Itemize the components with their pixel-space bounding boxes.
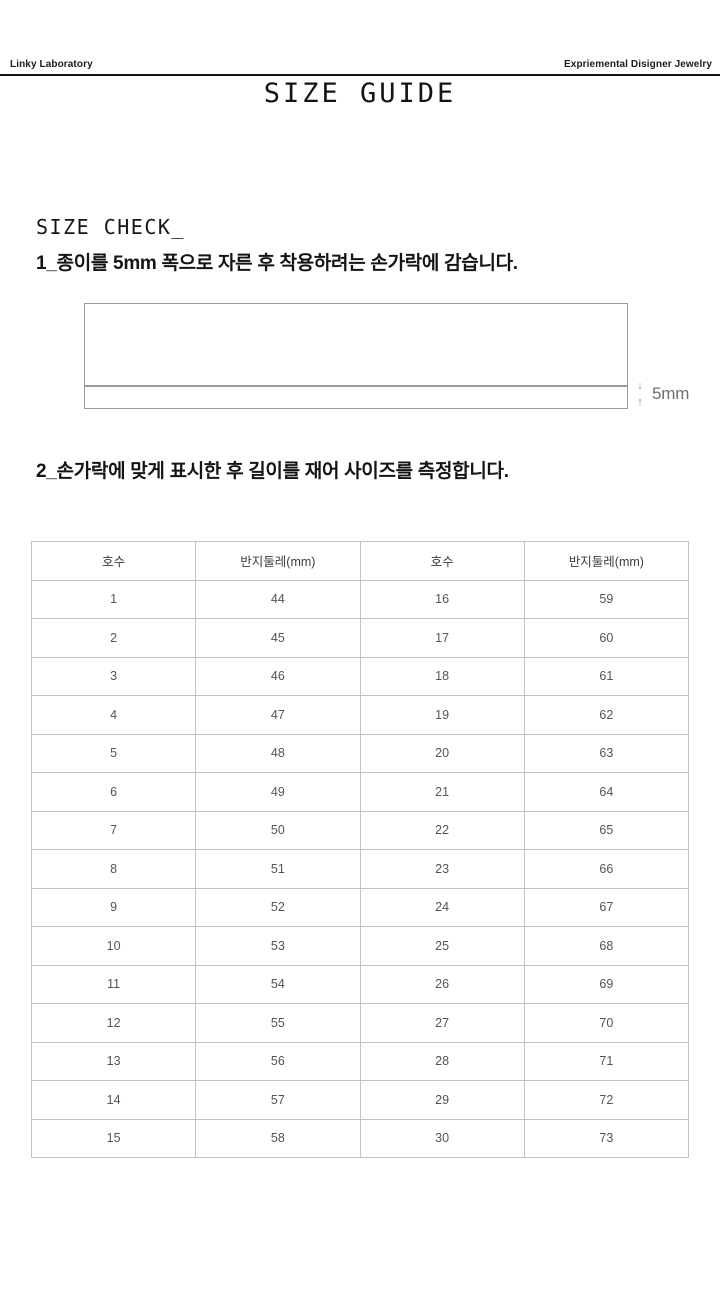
table-cell: 71 bbox=[523, 1041, 690, 1081]
table-cell: 12 bbox=[30, 1003, 197, 1043]
paper-strip-outline bbox=[84, 303, 628, 409]
table-cell: 67 bbox=[523, 887, 690, 927]
table-cell: 59 bbox=[523, 579, 690, 619]
table-cell: 3 bbox=[30, 656, 197, 696]
page-title: SIZE GUIDE bbox=[263, 78, 457, 109]
column-header-size-left: 호수 bbox=[30, 541, 197, 581]
table-cell: 29 bbox=[359, 1080, 525, 1120]
size-check-heading: SIZE CHECK_ bbox=[36, 215, 185, 239]
table-cell: 58 bbox=[195, 1118, 361, 1158]
table-row: 15 58 30 73 bbox=[30, 1118, 690, 1158]
table-cell: 55 bbox=[195, 1003, 361, 1043]
table-cell: 69 bbox=[523, 964, 690, 1004]
table-row: 12 55 27 70 bbox=[30, 1003, 690, 1043]
dimension-arrows: ↓ ↑ bbox=[634, 380, 648, 410]
table-cell: 47 bbox=[195, 695, 361, 735]
table-row: 13 56 28 71 bbox=[30, 1041, 690, 1081]
table-cell: 48 bbox=[195, 733, 361, 773]
table-cell: 1 bbox=[30, 579, 197, 619]
table-cell: 17 bbox=[359, 618, 525, 658]
table-row: 7 50 22 65 bbox=[30, 810, 690, 850]
header-divider-rule bbox=[0, 74, 720, 76]
table-cell: 13 bbox=[30, 1041, 197, 1081]
table-row: 1 44 16 59 bbox=[30, 579, 690, 619]
table-body: 1 44 16 59 2 45 17 60 3 46 18 61 4 47 19 62 5 48 20 63 6 49 21… bbox=[30, 579, 690, 1158]
table-row: 6 49 21 64 bbox=[30, 772, 690, 812]
table-row: 2 45 17 60 bbox=[30, 618, 690, 658]
ring-size-table-container: 호수 반지둘레(mm) 호수 반지둘레(mm) 1 44 16 59 2 45 17 60 3 4… bbox=[30, 541, 690, 1158]
table-cell: 11 bbox=[30, 964, 197, 1004]
table-cell: 30 bbox=[359, 1118, 525, 1158]
table-cell: 57 bbox=[195, 1080, 361, 1120]
table-cell: 53 bbox=[195, 926, 361, 966]
table-cell: 61 bbox=[523, 656, 690, 696]
table-header-row: 호수 반지둘레(mm) 호수 반지둘레(mm) bbox=[30, 541, 690, 581]
table-cell: 20 bbox=[359, 733, 525, 773]
table-cell: 56 bbox=[195, 1041, 361, 1081]
step-1-instruction: 1_종이를 5mm 폭으로 자른 후 착용하려는 손가락에 감습니다. bbox=[36, 253, 518, 274]
table-cell: 72 bbox=[523, 1080, 690, 1120]
table-row: 14 57 29 72 bbox=[30, 1080, 690, 1120]
table-row: 8 51 23 66 bbox=[30, 849, 690, 889]
table-cell: 22 bbox=[359, 810, 525, 850]
column-header-circumference-right: 반지둘레(mm) bbox=[523, 541, 690, 581]
table-cell: 66 bbox=[523, 849, 690, 889]
table-cell: 5 bbox=[30, 733, 197, 773]
arrow-down-icon: ↓ bbox=[637, 380, 643, 392]
table-cell: 16 bbox=[359, 579, 525, 619]
table-cell: 54 bbox=[195, 964, 361, 1004]
table-cell: 15 bbox=[30, 1118, 197, 1158]
table-cell: 68 bbox=[523, 926, 690, 966]
table-cell: 21 bbox=[359, 772, 525, 812]
brand-tagline-right: Expriemental Disigner Jewelry bbox=[564, 59, 712, 70]
table-cell: 25 bbox=[359, 926, 525, 966]
table-cell: 6 bbox=[30, 772, 197, 812]
table-cell: 51 bbox=[195, 849, 361, 889]
table-cell: 52 bbox=[195, 887, 361, 927]
arrow-up-icon: ↑ bbox=[637, 396, 643, 408]
table-cell: 46 bbox=[195, 656, 361, 696]
table-cell: 14 bbox=[30, 1080, 197, 1120]
table-row: 11 54 26 69 bbox=[30, 964, 690, 1004]
table-cell: 70 bbox=[523, 1003, 690, 1043]
column-header-circumference-left: 반지둘레(mm) bbox=[195, 541, 361, 581]
table-cell: 44 bbox=[195, 579, 361, 619]
table-row: 9 52 24 67 bbox=[30, 887, 690, 927]
table-cell: 23 bbox=[359, 849, 525, 889]
table-cell: 49 bbox=[195, 772, 361, 812]
step-2-instruction: 2_손가락에 맞게 표시한 후 길이를 재어 사이즈를 측정합니다. bbox=[36, 461, 509, 482]
table-cell: 8 bbox=[30, 849, 197, 889]
table-cell: 4 bbox=[30, 695, 197, 735]
table-cell: 19 bbox=[359, 695, 525, 735]
table-cell: 73 bbox=[523, 1118, 690, 1158]
table-cell: 60 bbox=[523, 618, 690, 658]
dimension-label: 5mm bbox=[652, 384, 690, 403]
table-cell: 2 bbox=[30, 618, 197, 658]
paper-strip-cut-line bbox=[84, 385, 628, 387]
table-cell: 45 bbox=[195, 618, 361, 658]
table-cell: 50 bbox=[195, 810, 361, 850]
table-cell: 28 bbox=[359, 1041, 525, 1081]
table-cell: 62 bbox=[523, 695, 690, 735]
table-row: 4 47 19 62 bbox=[30, 695, 690, 735]
table-row: 3 46 18 61 bbox=[30, 656, 690, 696]
table-cell: 63 bbox=[523, 733, 690, 773]
table-cell: 7 bbox=[30, 810, 197, 850]
table-cell: 10 bbox=[30, 926, 197, 966]
paper-strip-diagram bbox=[84, 303, 628, 409]
table-cell: 65 bbox=[523, 810, 690, 850]
dimension-marker-5mm: ↓ ↑ 5mm bbox=[634, 380, 720, 412]
table-cell: 26 bbox=[359, 964, 525, 1004]
table-cell: 24 bbox=[359, 887, 525, 927]
table-cell: 27 bbox=[359, 1003, 525, 1043]
table-cell: 9 bbox=[30, 887, 197, 927]
ring-size-table: 호수 반지둘레(mm) 호수 반지둘레(mm) 1 44 16 59 2 45 17 60 3 4… bbox=[30, 541, 690, 1158]
table-row: 10 53 25 68 bbox=[30, 926, 690, 966]
brand-name-left: Linky Laboratory bbox=[10, 59, 93, 70]
table-cell: 64 bbox=[523, 772, 690, 812]
page-header: Linky Laboratory Expriemental Disigner J… bbox=[0, 58, 720, 80]
column-header-size-right: 호수 bbox=[359, 541, 525, 581]
table-cell: 18 bbox=[359, 656, 525, 696]
table-row: 5 48 20 63 bbox=[30, 733, 690, 773]
